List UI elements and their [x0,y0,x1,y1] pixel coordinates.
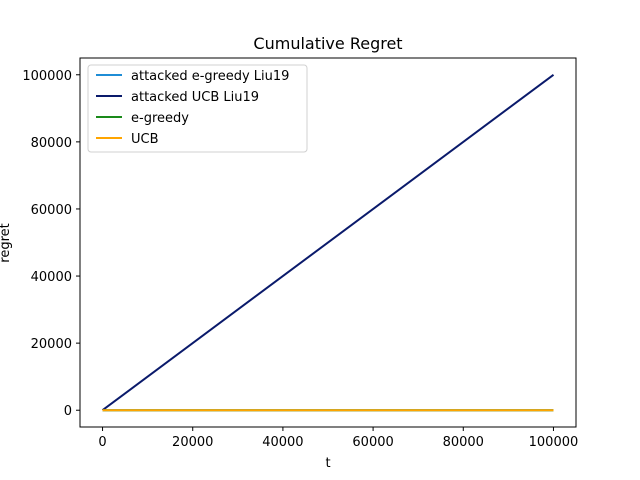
y-tick-label: 100000 [22,69,72,84]
y-tick-label: 0 [64,404,72,419]
x-tick-label: 0 [98,435,106,450]
legend-box [87,64,308,153]
legend-label: attacked e-greedy Liu19 [131,69,289,84]
x-tick-label: 20000 [172,435,213,450]
x-axis-label: t [325,456,330,471]
plot-area [101,73,555,412]
x-axis-ticks: 0 20000 40000 60000 80000 100000 [98,427,578,450]
y-axis-ticks: 0 20000 40000 60000 80000 100000 [22,69,80,419]
legend-label: UCB [131,132,159,147]
y-tick-label: 60000 [31,203,72,218]
y-tick-label: 40000 [31,270,72,285]
x-tick-label: 40000 [262,435,303,450]
y-tick-label: 80000 [31,136,72,151]
y-axis-label: regret [0,223,13,262]
x-tick-label: 60000 [352,435,393,450]
legend: attacked e-greedy Liu19 attacked UCB Liu1… [87,64,308,153]
x-tick-label: 100000 [529,435,579,450]
legend-label: attacked UCB Liu19 [131,90,259,105]
y-tick-label: 20000 [31,337,72,352]
series-line-1 [101,73,555,412]
chart-title: Cumulative Regret [253,34,402,53]
x-tick-label: 80000 [443,435,484,450]
legend-label: e-greedy [131,111,189,126]
plot-frame [79,57,577,428]
